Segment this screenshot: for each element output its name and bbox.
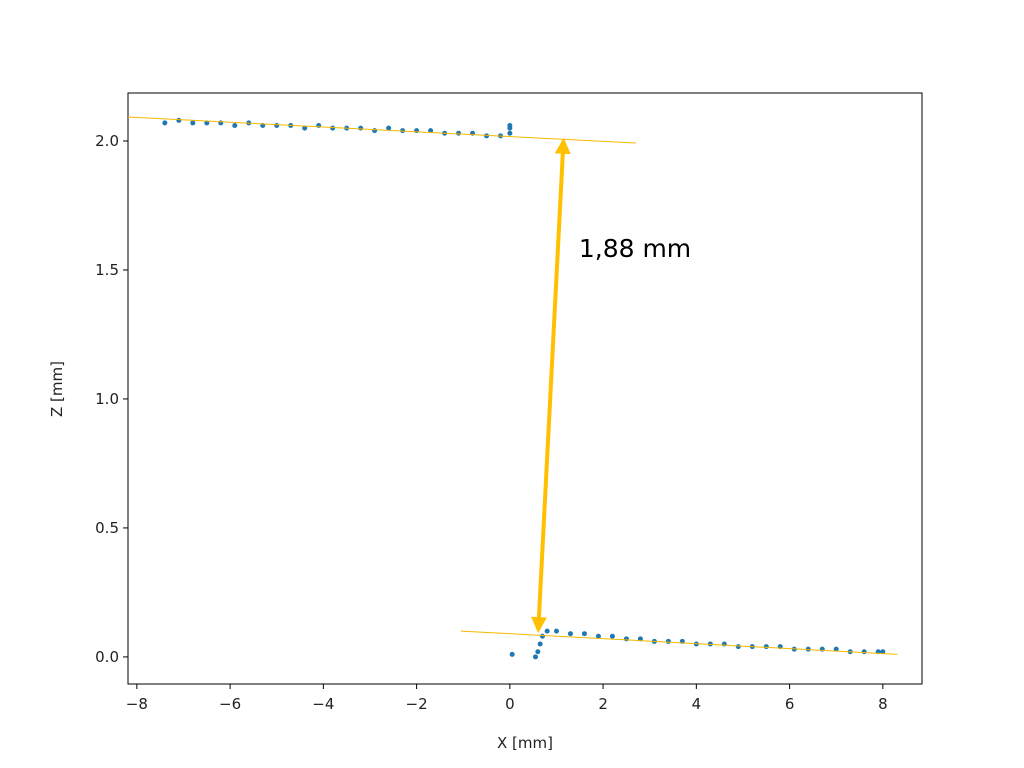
data-point <box>763 644 769 650</box>
x-tick-label: −6 <box>219 695 241 713</box>
data-point <box>721 641 727 647</box>
data-point <box>204 120 210 126</box>
data-point <box>595 633 601 639</box>
data-point <box>190 120 196 126</box>
measurement-arrow <box>530 137 571 634</box>
data-point <box>507 130 513 136</box>
plot-frame <box>127 92 923 685</box>
data-point <box>302 125 308 131</box>
data-point <box>330 125 336 131</box>
data-point <box>532 654 538 660</box>
annotation: 1,88 mm <box>579 234 691 263</box>
y-axis-label: Z [mm] <box>48 361 66 417</box>
y-tick-label: 0.5 <box>95 519 119 537</box>
data-point <box>507 123 513 129</box>
data-point <box>428 128 434 134</box>
y-tick-label: 1.0 <box>95 390 119 408</box>
data-point <box>623 636 629 642</box>
x-tick-label: 8 <box>878 695 888 713</box>
data-point <box>539 633 545 639</box>
fit-line <box>127 116 637 144</box>
x-tick-label: −2 <box>406 695 428 713</box>
data-point <box>581 631 587 637</box>
x-tick-label: 6 <box>785 695 795 713</box>
data-point <box>665 638 671 644</box>
y-tick-label: 0.0 <box>95 648 119 666</box>
data-point <box>274 123 280 129</box>
x-tick-label: 2 <box>598 695 608 713</box>
data-point <box>609 633 615 639</box>
x-tick-label: −4 <box>312 695 334 713</box>
data-point <box>456 130 462 136</box>
data-point <box>162 120 168 126</box>
x-tick-label: −8 <box>126 695 148 713</box>
data-point <box>535 649 541 655</box>
data-point <box>544 628 550 634</box>
x-axis-label: X [mm] <box>497 734 553 752</box>
data-point <box>861 649 867 655</box>
y-tick-label: 1.5 <box>95 261 119 279</box>
x-tick-label: 4 <box>692 695 702 713</box>
data-point <box>414 128 420 134</box>
data-point <box>386 125 392 131</box>
data-point <box>735 644 741 650</box>
data-point <box>372 128 378 134</box>
y-tick-label: 2.0 <box>95 132 119 150</box>
data-point <box>537 641 543 647</box>
data-point <box>553 628 559 634</box>
data-point <box>509 651 515 657</box>
x-tick-label: 0 <box>505 695 515 713</box>
data-point <box>358 125 364 131</box>
fit-line <box>460 630 898 655</box>
data-point <box>176 117 182 123</box>
data-point <box>232 123 238 129</box>
data-point <box>833 646 839 652</box>
data-point <box>567 631 573 637</box>
